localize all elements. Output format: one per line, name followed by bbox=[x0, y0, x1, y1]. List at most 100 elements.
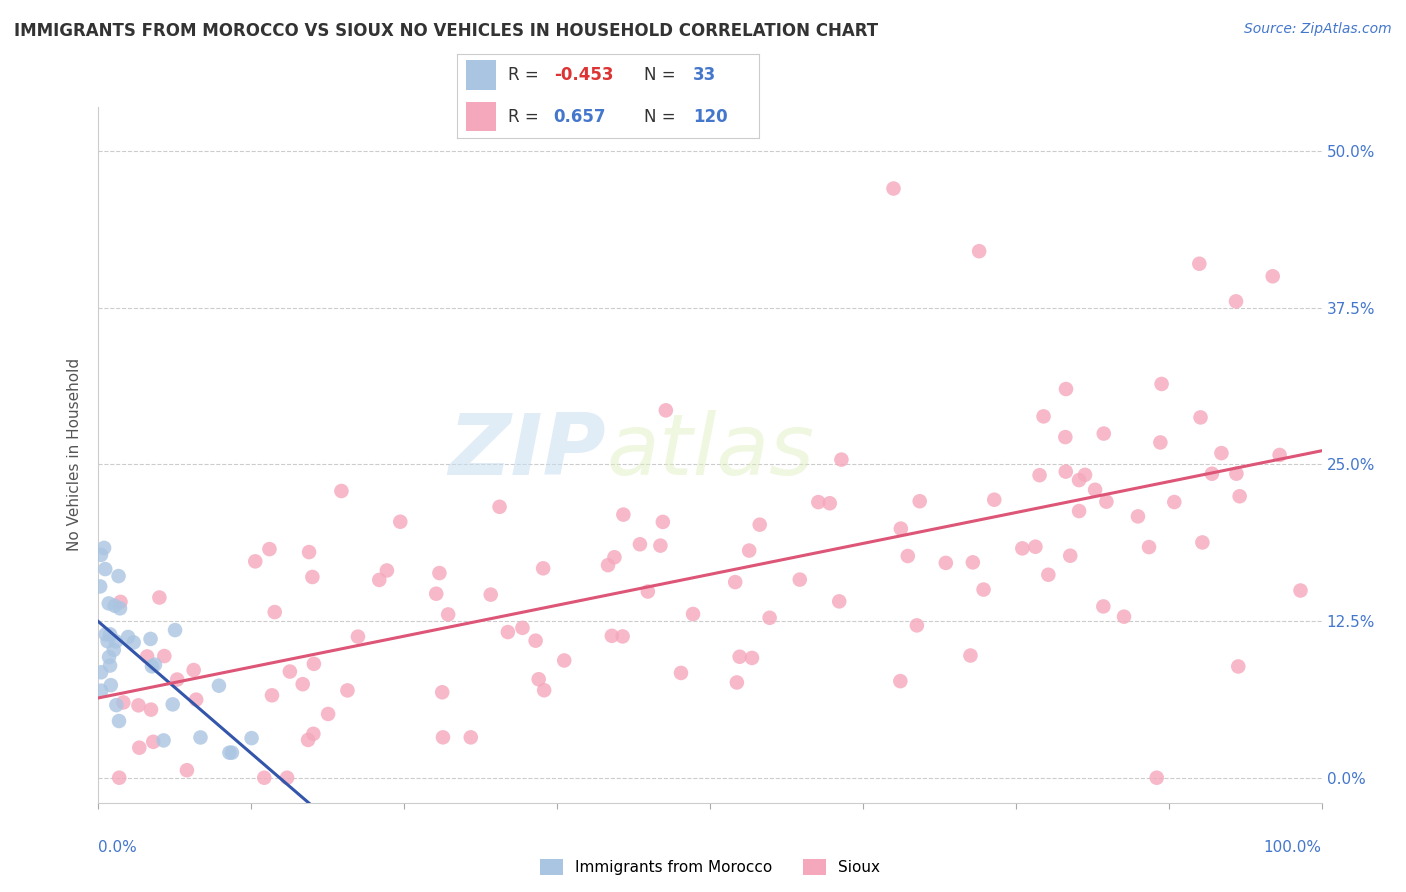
Point bbox=[741, 651, 763, 665]
Point bbox=[94, 627, 117, 641]
Text: IMMIGRANTS FROM MOROCCO VS SIOUX NO VEHICLES IN HOUSEHOLD CORRELATION CHART: IMMIGRANTS FROM MOROCCO VS SIOUX NO VEHI… bbox=[14, 22, 879, 40]
Point bbox=[148, 591, 170, 605]
Point bbox=[650, 539, 672, 553]
Point bbox=[897, 549, 920, 563]
Point bbox=[830, 452, 852, 467]
Point bbox=[430, 685, 453, 699]
Point bbox=[425, 587, 447, 601]
Point bbox=[218, 746, 240, 760]
Point bbox=[1149, 435, 1171, 450]
Point bbox=[524, 633, 547, 648]
Text: 100.0%: 100.0% bbox=[1264, 840, 1322, 855]
Point bbox=[637, 584, 659, 599]
Point bbox=[437, 607, 460, 622]
Text: R =: R = bbox=[509, 109, 544, 127]
Point bbox=[1229, 489, 1251, 503]
Point bbox=[1189, 410, 1212, 425]
Text: N =: N = bbox=[644, 66, 682, 84]
Point bbox=[240, 731, 263, 745]
Point bbox=[139, 703, 162, 717]
Point bbox=[297, 733, 319, 747]
Point bbox=[301, 570, 323, 584]
Point bbox=[1146, 771, 1168, 785]
Point bbox=[122, 635, 145, 649]
Point bbox=[962, 555, 984, 569]
Point bbox=[104, 599, 127, 613]
Text: 120: 120 bbox=[693, 109, 727, 127]
Point bbox=[330, 483, 353, 498]
Point bbox=[959, 648, 981, 663]
Point bbox=[553, 653, 575, 667]
Point bbox=[1163, 495, 1185, 509]
Text: 0.657: 0.657 bbox=[554, 109, 606, 127]
Point bbox=[98, 650, 121, 665]
Point bbox=[533, 683, 555, 698]
Point bbox=[1092, 599, 1115, 614]
Point bbox=[1188, 257, 1211, 271]
Point bbox=[90, 683, 112, 698]
Point bbox=[748, 517, 770, 532]
Point bbox=[260, 688, 283, 702]
Point bbox=[97, 634, 120, 648]
Point bbox=[1074, 467, 1097, 482]
Text: R =: R = bbox=[509, 66, 544, 84]
Point bbox=[432, 731, 454, 745]
Point bbox=[651, 515, 673, 529]
Point bbox=[758, 611, 780, 625]
Point bbox=[1112, 609, 1135, 624]
Point bbox=[108, 771, 131, 785]
Point bbox=[190, 731, 212, 745]
Point bbox=[488, 500, 510, 514]
Point bbox=[143, 657, 166, 672]
Point bbox=[104, 634, 127, 648]
Point bbox=[496, 625, 519, 640]
Point bbox=[669, 665, 692, 680]
Point bbox=[94, 562, 117, 576]
Point bbox=[1268, 448, 1291, 462]
Point bbox=[90, 665, 112, 680]
Y-axis label: No Vehicles in Household: No Vehicles in Household bbox=[67, 359, 83, 551]
Point bbox=[136, 649, 159, 664]
Point bbox=[112, 695, 135, 709]
Point bbox=[375, 564, 398, 578]
Point bbox=[183, 663, 205, 677]
Point bbox=[316, 706, 339, 721]
Point bbox=[89, 579, 111, 593]
Point bbox=[1067, 504, 1090, 518]
Point bbox=[1225, 467, 1247, 481]
Text: N =: N = bbox=[644, 109, 682, 127]
Text: ZIP: ZIP bbox=[449, 410, 606, 493]
Point bbox=[186, 692, 208, 706]
Point bbox=[1011, 541, 1033, 556]
Point bbox=[142, 735, 165, 749]
Point bbox=[1092, 426, 1115, 441]
Point bbox=[1054, 465, 1077, 479]
Point bbox=[807, 495, 830, 509]
Point bbox=[531, 561, 554, 575]
Point bbox=[1211, 446, 1233, 460]
Point bbox=[1126, 509, 1149, 524]
Point bbox=[1067, 473, 1090, 487]
Point bbox=[612, 508, 634, 522]
Point bbox=[908, 494, 931, 508]
Point bbox=[98, 658, 121, 673]
Point bbox=[738, 543, 761, 558]
Point bbox=[278, 665, 301, 679]
Point bbox=[655, 403, 678, 417]
Point bbox=[1095, 494, 1118, 508]
Point bbox=[1059, 549, 1081, 563]
Point bbox=[1038, 567, 1060, 582]
Point bbox=[108, 601, 131, 615]
Point bbox=[983, 492, 1005, 507]
Point bbox=[1032, 409, 1054, 424]
Point bbox=[828, 594, 851, 608]
Point bbox=[152, 733, 174, 747]
Text: -0.453: -0.453 bbox=[554, 66, 613, 84]
Point bbox=[336, 683, 359, 698]
Point bbox=[90, 548, 112, 562]
Point bbox=[291, 677, 314, 691]
Point bbox=[259, 542, 281, 557]
Point bbox=[166, 673, 188, 687]
Point bbox=[890, 522, 912, 536]
Point bbox=[1054, 382, 1077, 396]
